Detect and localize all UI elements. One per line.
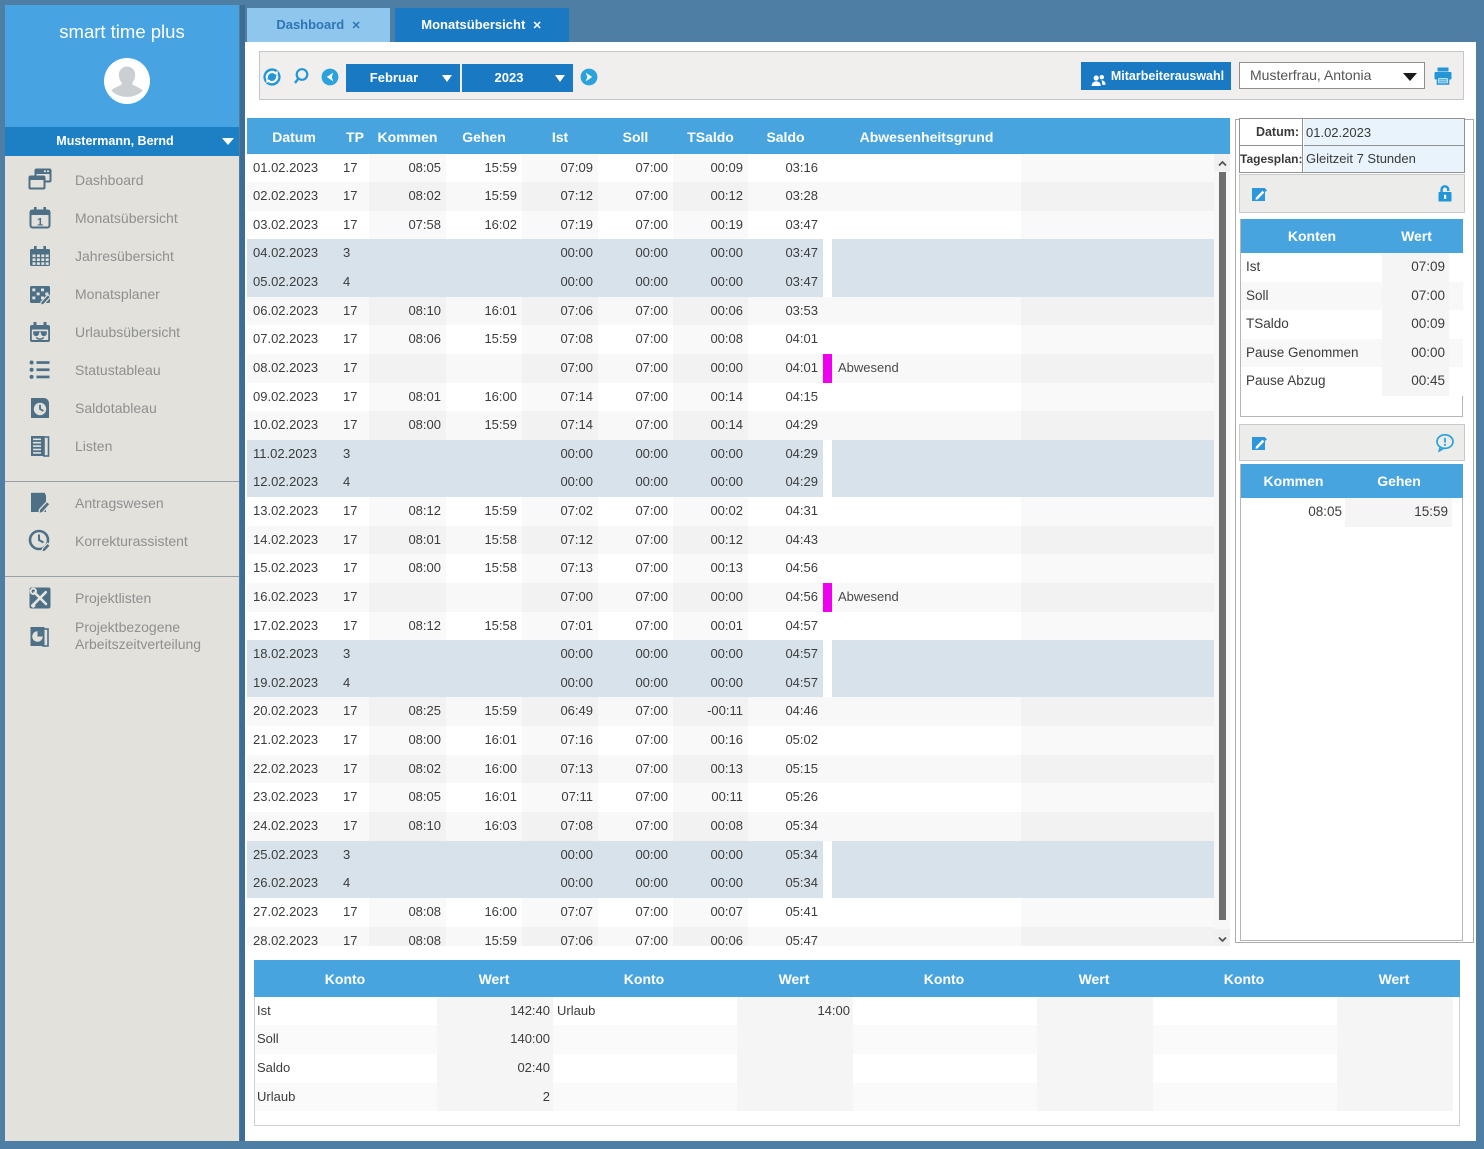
svg-text:1: 1 bbox=[37, 217, 43, 229]
